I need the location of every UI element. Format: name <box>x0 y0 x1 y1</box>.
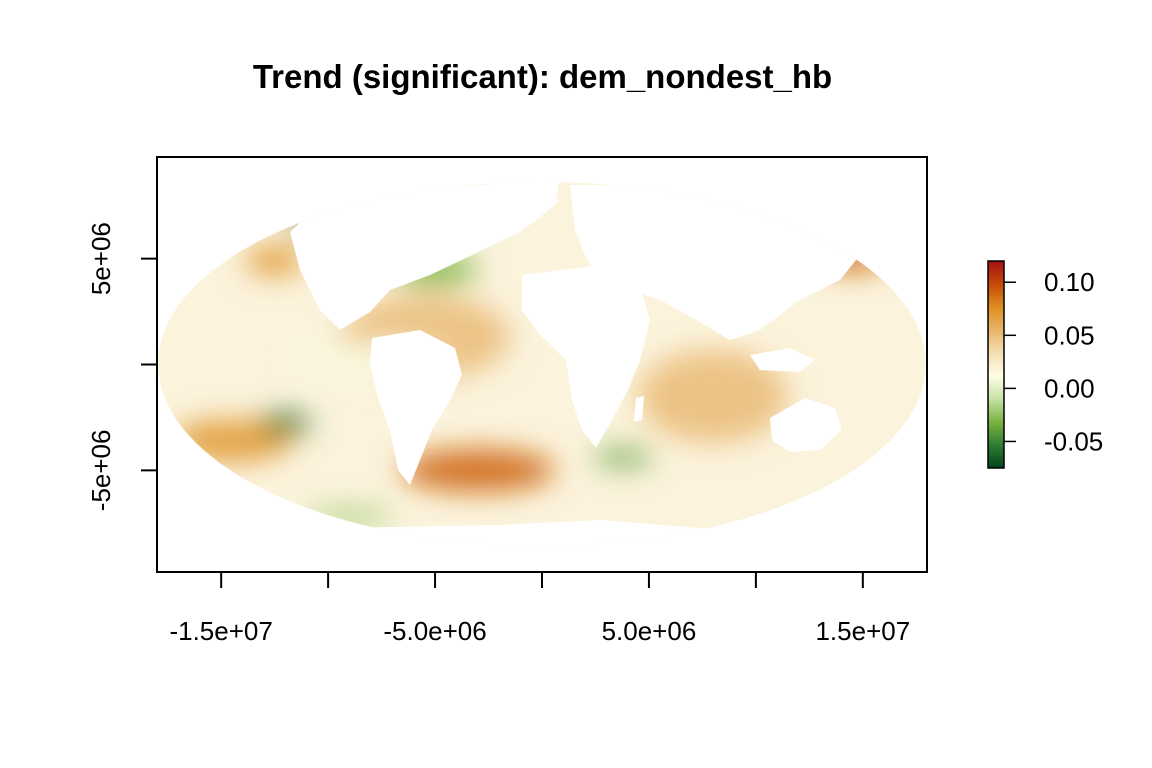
trend-region <box>593 449 654 467</box>
colorbar-tick-label: 0.00 <box>1044 373 1095 403</box>
y-tick-label: -5e+06 <box>86 430 116 512</box>
x-axis: -1.5e+07 -5.0e+06 5.0e+06 1.5e+07 <box>169 572 910 646</box>
colorbar-gradient <box>987 260 1005 469</box>
trend-region <box>400 449 555 492</box>
antarctica <box>240 520 860 546</box>
trend-region <box>259 413 312 435</box>
colorbar-tick-label: 0.05 <box>1044 320 1095 350</box>
x-tick-label: 1.5e+07 <box>815 616 910 646</box>
x-tick-label: -1.5e+07 <box>169 616 272 646</box>
colorbar: 0.10 0.05 0.00 -0.05 <box>987 260 1103 469</box>
x-tick-label: -5.0e+06 <box>383 616 486 646</box>
y-tick-label: 5e+06 <box>86 222 116 295</box>
colorbar-ticks: 0.10 0.05 0.00 -0.05 <box>1004 267 1103 456</box>
madagascar <box>634 396 644 422</box>
y-axis: 5e+06 -5e+06 <box>86 222 157 511</box>
trend-region <box>306 508 393 526</box>
north-america <box>290 182 560 330</box>
x-tick-label: 5.0e+06 <box>602 616 697 646</box>
south-america <box>370 330 462 485</box>
australia <box>770 398 842 452</box>
colorbar-tick-label: 0.10 <box>1044 267 1095 297</box>
trend-region <box>638 349 788 443</box>
se-asia-islands <box>750 348 815 372</box>
chart-title: Trend (significant): dem_nondest_hb <box>252 58 833 95</box>
greenland <box>500 182 560 225</box>
trend-region <box>244 245 305 276</box>
colorbar-tick-label: -0.05 <box>1044 426 1103 456</box>
africa <box>522 265 650 448</box>
globe <box>158 182 926 546</box>
